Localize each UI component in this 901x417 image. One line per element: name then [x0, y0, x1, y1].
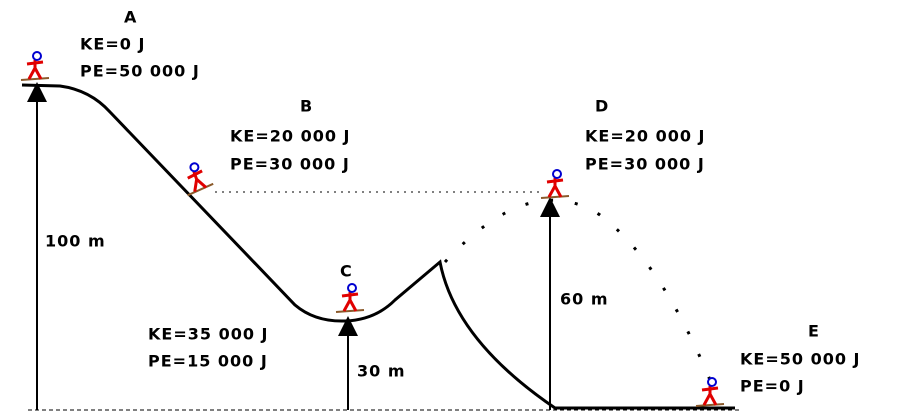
kinetic-energy: KE=50 000 J — [740, 350, 861, 369]
skier — [334, 282, 366, 314]
track — [21, 83, 735, 410]
potential-energy: PE=50 000 J — [80, 62, 200, 81]
skier — [539, 168, 571, 200]
kinetic-energy: KE=20 000 J — [230, 127, 351, 146]
height-label: 30 m — [357, 362, 406, 381]
kinetic-energy: KE=35 000 J — [148, 325, 269, 344]
potential-energy: PE=30 000 J — [585, 155, 705, 174]
skier — [19, 50, 51, 82]
point-label: A — [124, 8, 137, 27]
potential-energy: PE=15 000 J — [148, 352, 268, 371]
trajectory — [443, 198, 712, 381]
point-label: E — [808, 322, 820, 341]
point-label: D — [595, 97, 609, 116]
kinetic-energy: KE=20 000 J — [585, 127, 706, 146]
height-label: 100 m — [45, 232, 106, 251]
point-label: B — [300, 97, 313, 116]
potential-energy: PE=30 000 J — [230, 155, 350, 174]
point-label: C — [340, 262, 353, 281]
kinetic-energy: KE=0 J — [80, 35, 145, 54]
skier — [694, 376, 726, 408]
potential-energy: PE=0 J — [740, 377, 805, 396]
height-label: 60 m — [560, 290, 609, 309]
